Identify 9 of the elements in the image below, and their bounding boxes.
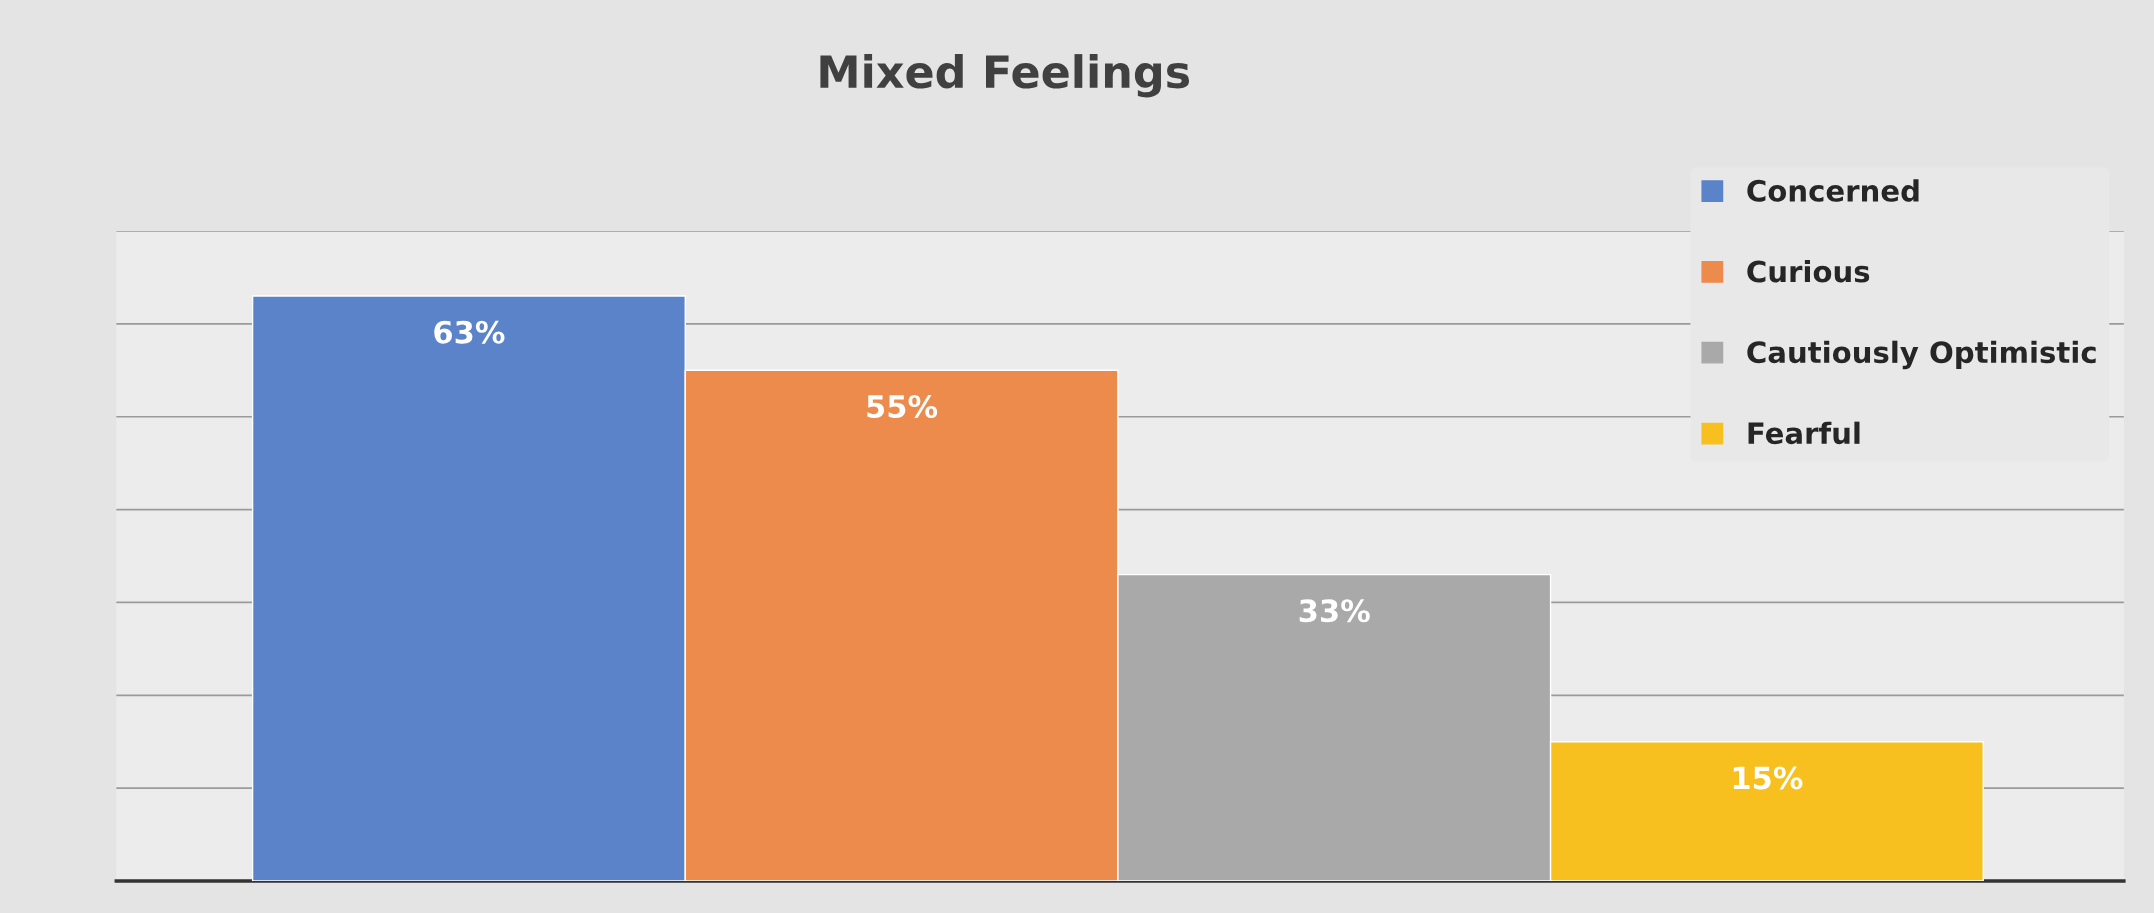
chart-title: Mixed Feelings xyxy=(820,54,1190,98)
legend-label: Cautiously Optimistic xyxy=(1747,340,2096,370)
legend-label: Concerned xyxy=(1747,179,1919,202)
legend-label: Curious xyxy=(1747,259,1870,283)
legend-label: Fearful xyxy=(1748,421,1860,445)
data-label: 33% xyxy=(1299,599,1370,623)
data-label: 63% xyxy=(434,320,505,344)
data-label: 15% xyxy=(1733,766,1803,790)
data-label: 55% xyxy=(867,394,938,419)
